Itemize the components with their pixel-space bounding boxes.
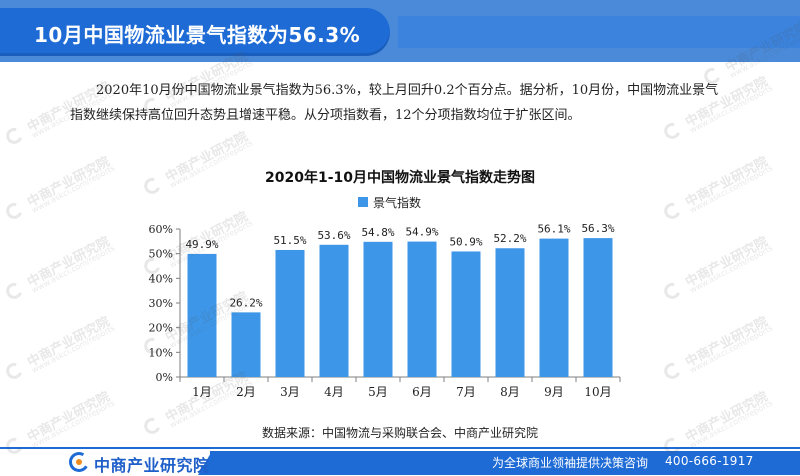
bar-chart: 2020年1-10月中国物流业景气指数走势图 景气指数 0% 10% 20% 30% 4…: [149, 169, 621, 399]
bar: [407, 241, 437, 377]
legend-label: 景气指数: [373, 195, 421, 210]
x-tick-label: 9月: [544, 385, 564, 399]
y-tick-label: 60%: [149, 223, 173, 236]
x-tick-label: 5月: [368, 385, 388, 399]
data-source: 数据来源：中国物流与采购联合会、中商产业研究院: [261, 426, 538, 440]
y-tick-label: 0%: [156, 371, 173, 384]
y-tick-label: 40%: [149, 272, 173, 285]
data-labels-group: 49.9% 26.2% 51.5% 53.6% 54.8% 54.9% 50.9% 52.2%…: [185, 222, 614, 309]
bar: [451, 251, 481, 377]
title-bar: 10月中国物流业景气指数为56.3%: [0, 8, 390, 56]
data-label: 53.6%: [317, 229, 350, 242]
data-label: 50.9%: [449, 235, 482, 248]
footer-slogan: 为全球商业领袖提供决策咨询: [492, 456, 649, 470]
intro-paragraph: 2020年10月份中国物流业景气指数为56.3%，较上月回升0.2个百分点。据分…: [70, 83, 719, 123]
bar: [539, 238, 569, 377]
data-label: 54.8%: [361, 226, 394, 239]
chart-title: 2020年1-10月中国物流业景气指数走势图: [265, 169, 535, 186]
y-tick-label: 30%: [149, 297, 173, 310]
bar: [187, 253, 217, 377]
logo-icon: [69, 452, 89, 472]
x-tick-label: 2月: [236, 385, 256, 399]
y-tick-label: 50%: [149, 248, 173, 261]
x-tick-label: 7月: [456, 385, 476, 399]
x-tick-label: 8月: [500, 385, 520, 399]
bar: [583, 238, 613, 377]
y-axis: 0% 10% 20% 30% 40% 50% 60%: [149, 223, 181, 384]
data-label: 51.5%: [273, 234, 306, 247]
data-label: 52.2%: [493, 232, 526, 245]
y-tick-label: 20%: [149, 322, 173, 335]
x-tick-label: 3月: [280, 385, 300, 399]
y-tick-label: 10%: [149, 346, 173, 359]
data-label: 56.1%: [537, 223, 570, 236]
data-label: 26.2%: [229, 296, 262, 309]
logo: 中商产业研究院: [68, 450, 228, 475]
header-decoration: [398, 16, 800, 48]
legend-swatch: [358, 197, 368, 207]
x-tick-label: 1月: [192, 385, 212, 399]
x-tick-label: 10月: [584, 385, 611, 399]
footer-phone: 400-666-1917: [665, 454, 754, 468]
bar: [363, 241, 393, 377]
data-label: 54.9%: [405, 226, 438, 239]
bar: [231, 312, 261, 377]
footer: 中商产业研究院 为全球商业领袖提供决策咨询 400-666-1917: [0, 447, 800, 475]
bar: [319, 244, 349, 377]
logo-text: 中商产业研究院: [94, 456, 210, 475]
bars-group: [187, 238, 613, 377]
page-title: 10月中国物流业景气指数为56.3%: [34, 23, 361, 47]
footer-slant: [198, 451, 212, 475]
x-tick-label: 4月: [324, 385, 344, 399]
footer-line: [0, 447, 800, 449]
footer-bar: [210, 451, 800, 475]
data-label: 56.3%: [581, 222, 614, 235]
x-tick-label: 6月: [412, 385, 432, 399]
bar: [275, 249, 305, 377]
data-label: 49.9%: [185, 238, 218, 251]
bar: [495, 248, 525, 377]
x-axis: 1月 2月 3月 4月 5月 6月 7月 8月 9月 10月: [179, 376, 621, 399]
